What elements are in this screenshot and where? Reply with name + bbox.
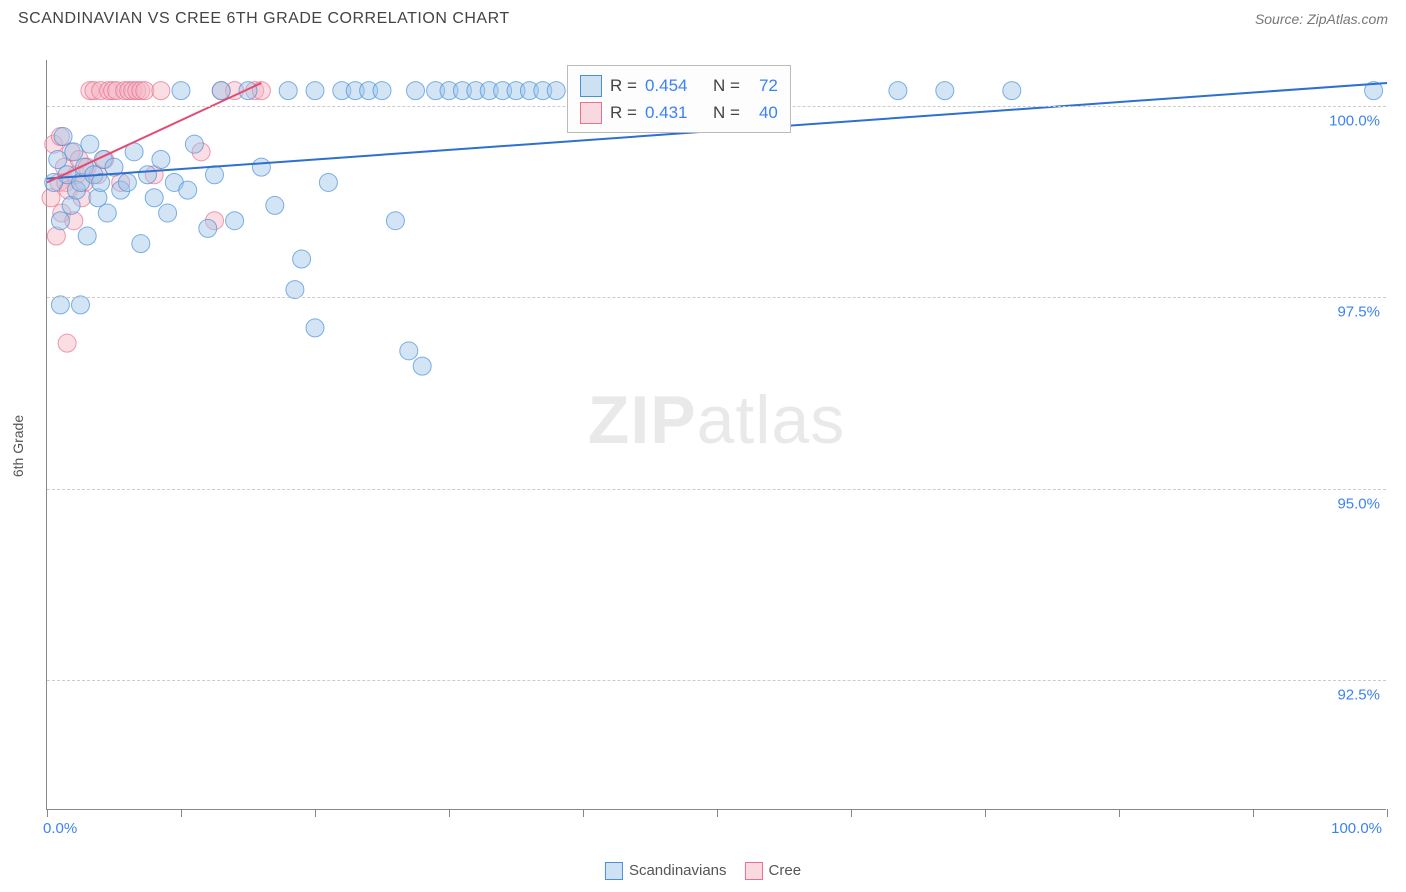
r-value: 0.454 — [645, 72, 705, 99]
x-tick — [47, 809, 48, 817]
r-value: 0.431 — [645, 99, 705, 126]
x-tick — [315, 809, 316, 817]
x-tick — [1119, 809, 1120, 817]
x-tick — [1387, 809, 1388, 817]
gridline — [47, 680, 1386, 681]
y-tick-label: 100.0% — [1329, 112, 1380, 129]
y-axis-title: 6th Grade — [10, 415, 26, 477]
n-label: N = — [713, 72, 740, 99]
legend-label: Scandinavians — [629, 862, 727, 879]
series-swatch — [580, 75, 602, 97]
gridline — [47, 297, 1386, 298]
legend-item: Scandinavians — [605, 862, 727, 880]
x-tick — [985, 809, 986, 817]
n-value: 72 — [748, 72, 778, 99]
y-tick-label: 97.5% — [1337, 304, 1380, 321]
legend-swatch — [745, 862, 763, 880]
x-tick — [1253, 809, 1254, 817]
n-value: 40 — [748, 99, 778, 126]
x-tick — [583, 809, 584, 817]
series-swatch — [580, 102, 602, 124]
y-tick-label: 92.5% — [1337, 686, 1380, 703]
chart-title: SCANDINAVIAN VS CREE 6TH GRADE CORRELATI… — [18, 10, 510, 28]
stats-row: R = 0.454 N = 72 — [580, 72, 778, 99]
x-tick — [181, 809, 182, 817]
x-tick-label: 0.0% — [43, 820, 77, 837]
legend-swatch — [605, 862, 623, 880]
title-bar: SCANDINAVIAN VS CREE 6TH GRADE CORRELATI… — [0, 0, 1406, 36]
r-label: R = — [610, 99, 637, 126]
source-attribution: Source: ZipAtlas.com — [1255, 11, 1388, 27]
x-tick — [449, 809, 450, 817]
legend-item: Cree — [745, 862, 802, 880]
legend-label: Cree — [769, 862, 802, 879]
legend: Scandinavians Cree — [605, 862, 801, 880]
y-tick-label: 95.0% — [1337, 495, 1380, 512]
x-tick-label: 100.0% — [1331, 820, 1382, 837]
scatter-plot-svg — [47, 60, 1386, 809]
r-label: R = — [610, 72, 637, 99]
x-tick — [851, 809, 852, 817]
stats-row: R = 0.431 N = 40 — [580, 99, 778, 126]
chart-plot-area: ZIPatlas 92.5%95.0%97.5%100.0%0.0%100.0% — [46, 60, 1386, 810]
stats-box: R = 0.454 N = 72 R = 0.431 N = 40 — [567, 65, 791, 133]
x-tick — [717, 809, 718, 817]
gridline — [47, 489, 1386, 490]
n-label: N = — [713, 99, 740, 126]
